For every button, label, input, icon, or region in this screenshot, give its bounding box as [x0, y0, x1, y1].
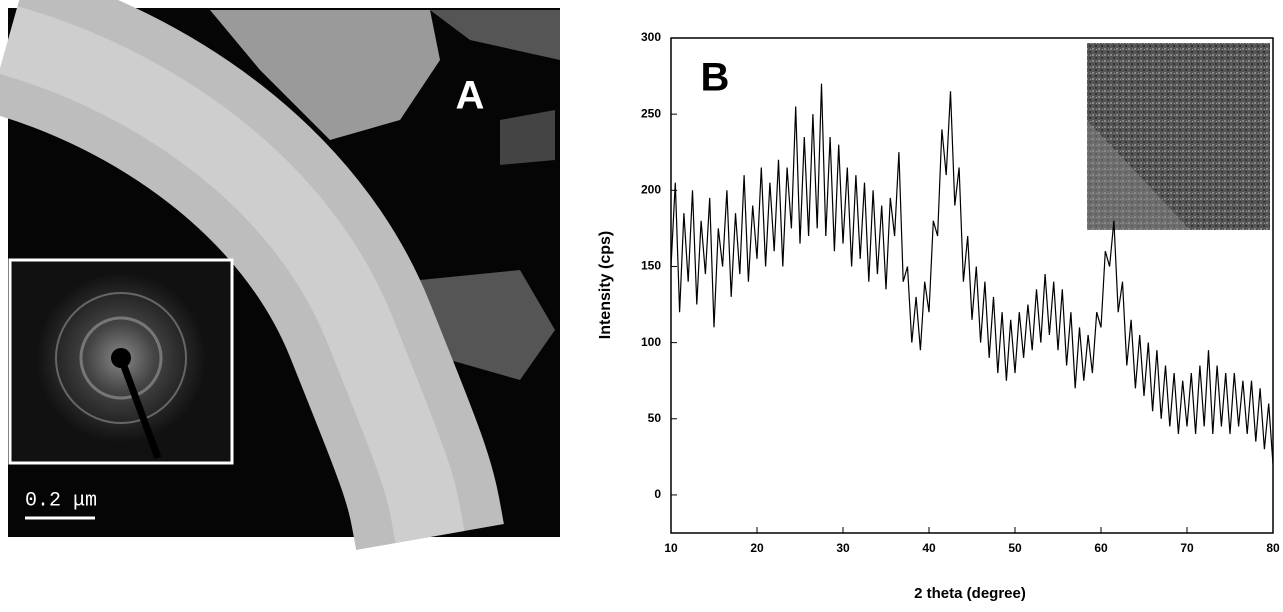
x-tick-label: 50: [1008, 541, 1022, 555]
y-tick-label: 200: [641, 182, 661, 196]
x-tick-label: 80: [1266, 541, 1280, 555]
y-tick-label: 0: [654, 487, 661, 501]
x-tick-label: 60: [1094, 541, 1108, 555]
y-axis-label: Intensity (cps): [597, 231, 614, 339]
x-tick-label: 10: [664, 541, 678, 555]
scale-bar-label: 0.2 μm: [25, 489, 97, 512]
y-tick-label: 300: [641, 30, 661, 44]
y-tick-label: 250: [641, 106, 661, 120]
y-tick-label: 50: [648, 411, 662, 425]
chart-title: B: [701, 56, 730, 100]
plot-frame: [670, 37, 1274, 534]
x-tick-label: 20: [750, 541, 764, 555]
x-tick-label: 70: [1180, 541, 1194, 555]
y-tick-label: 100: [641, 335, 661, 349]
panel-label: A: [456, 74, 485, 118]
x-axis-label: 2 theta (degree): [914, 585, 1026, 602]
y-tick-label: 150: [641, 259, 661, 273]
data-line: [670, 83, 1274, 465]
micrograph: [0, 0, 560, 550]
x-tick-label: 30: [836, 541, 850, 555]
x-tick-label: 40: [922, 541, 936, 555]
